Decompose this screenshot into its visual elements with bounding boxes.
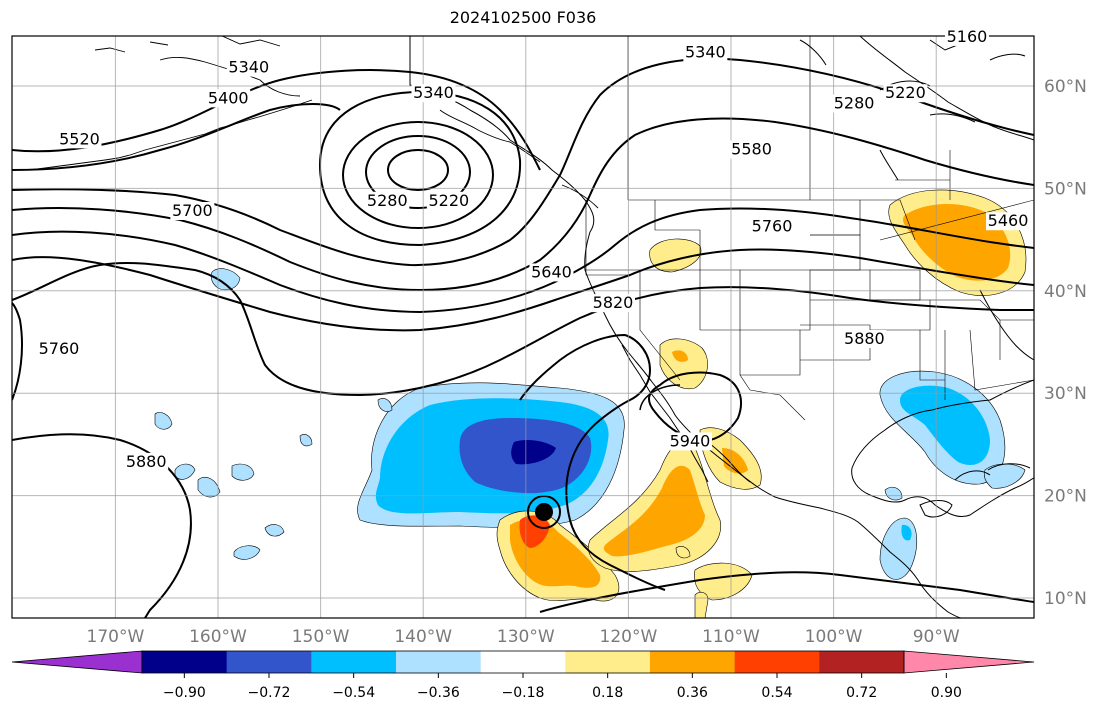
latitude-label: 20°N <box>1044 487 1087 507</box>
contour-label: 5520 <box>59 129 100 148</box>
height-contours <box>12 57 1034 618</box>
longitude-label: 120°W <box>600 627 658 647</box>
contour-label-background <box>842 330 887 348</box>
latitude-label: 10°N <box>1044 589 1087 609</box>
colorbar-segment <box>396 651 482 673</box>
colorbar-min-extension <box>11 650 143 674</box>
contour-label: 5640 <box>531 262 572 281</box>
contour-label: 5460 <box>988 211 1029 230</box>
colorbar-tick-label: 0.90 <box>931 685 962 701</box>
contour-label-background <box>36 340 81 359</box>
colorbar-segment <box>819 651 905 673</box>
longitude-label: 90°W <box>913 627 960 647</box>
contour-label-background <box>529 263 574 282</box>
contour-label: 5220 <box>885 83 926 102</box>
colorbar-tick-label: −0.54 <box>332 685 375 701</box>
contour-label-background <box>591 294 636 313</box>
contour-label: 5160 <box>947 27 988 46</box>
longitude-labels: 170°W 160°W 150°W 140°W 130°W 120°W 110°W 100°W… <box>87 627 960 647</box>
colorbar-segment <box>480 651 566 673</box>
colorbar: −0.90 −0.72 −0.54 −0.36 −0.18 0.18 0.36 0.54 0.7… <box>11 650 1035 701</box>
longitude-label: 160°W <box>189 627 247 647</box>
contour-label-background <box>832 94 877 113</box>
contour-label: 5280 <box>834 93 875 112</box>
longitude-label: 140°W <box>394 627 452 647</box>
negative-anomaly-region <box>154 268 1026 580</box>
contour-label: 5580 <box>731 140 772 159</box>
latitude-labels: 60°N 50°N 40°N 30°N 20°N 10°N <box>1044 77 1087 609</box>
colorbar-tick-label: −0.18 <box>502 685 545 701</box>
contour-label: 5880 <box>844 329 885 348</box>
contour-label: 5220 <box>428 191 469 210</box>
contour-label: 5280 <box>367 191 408 210</box>
colorbar-segment <box>565 651 651 673</box>
contour-label-background <box>986 212 1031 231</box>
contour-label-background <box>883 84 928 103</box>
colorbar-max-extension <box>903 650 1035 674</box>
gridlines <box>12 36 1034 618</box>
contour-label-background <box>57 130 102 149</box>
contour-label-background <box>426 191 471 210</box>
contour-label-background <box>206 89 251 108</box>
contour-label: 5880 <box>126 452 167 471</box>
colorbar-tick-label: −0.36 <box>417 685 460 701</box>
latitude-label: 30°N <box>1044 384 1087 404</box>
contour-label-background <box>729 140 774 159</box>
contour-label: 5340 <box>685 42 726 61</box>
contour-label: 5700 <box>172 201 213 220</box>
contour-label: 5940 <box>670 431 711 450</box>
longitude-label: 100°W <box>805 627 863 647</box>
colorbar-segment <box>226 651 312 673</box>
colorbar-tick-label: 0.72 <box>846 685 877 701</box>
longitude-label: 150°W <box>292 627 350 647</box>
colorbar-segment <box>142 651 228 673</box>
longitude-label: 130°W <box>497 627 555 647</box>
colorbar-tick-label: 0.36 <box>677 685 708 701</box>
colorbar-segment <box>311 651 397 673</box>
contour-label-background <box>170 202 215 220</box>
contour-labels: 5340 5400 5340 5520 5700 5280 5220 5640 5820 5760… <box>36 27 1031 471</box>
contour-label-background <box>683 43 728 62</box>
contour-label-background <box>226 58 271 77</box>
latitude-label: 40°N <box>1044 282 1087 302</box>
colorbar-segment <box>650 651 736 673</box>
contour-label: 5760 <box>39 339 80 358</box>
map-frame <box>11 35 1035 619</box>
contour-label: 5340 <box>413 83 454 102</box>
contour-label-background <box>411 84 456 103</box>
contour-label-background <box>365 191 410 210</box>
contour-label-background <box>944 27 989 46</box>
colorbar-tick-label: −0.90 <box>163 685 206 701</box>
contour-label: 5760 <box>752 216 793 235</box>
colorbar-tick-label: 0.18 <box>592 685 623 701</box>
latitude-label: 50°N <box>1044 179 1087 199</box>
latitude-label: 60°N <box>1044 77 1087 97</box>
colorbar-tick-label: 0.54 <box>761 685 792 701</box>
contour-label: 5820 <box>593 293 634 312</box>
longitude-label: 170°W <box>87 627 145 647</box>
contour-label: 5400 <box>208 88 249 107</box>
contour-label-background <box>667 432 712 451</box>
map-title: 2024102500 F036 <box>449 8 597 27</box>
contour-label-background <box>124 452 169 471</box>
contour-label: 5340 <box>228 58 269 77</box>
longitude-label: 110°W <box>702 627 760 647</box>
colorbar-segment <box>734 651 820 673</box>
colorbar-tick-label: −0.72 <box>248 685 291 701</box>
contour-label-background <box>750 217 795 236</box>
